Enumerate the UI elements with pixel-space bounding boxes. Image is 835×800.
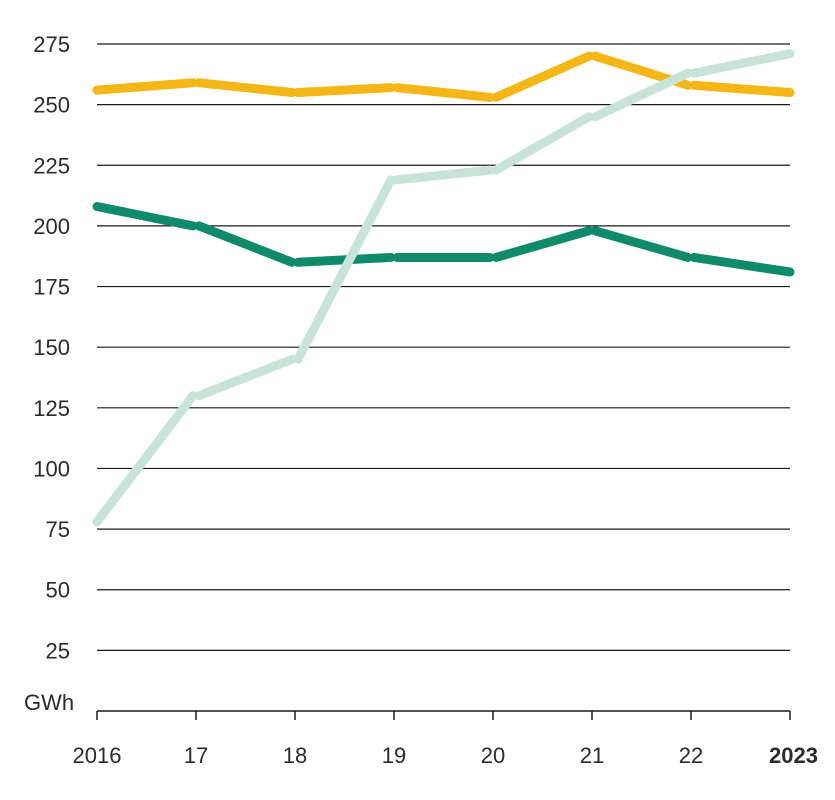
y-tick-label-250: 250 bbox=[33, 93, 70, 118]
series-2-segment-1 bbox=[194, 354, 297, 401]
x-tick-label-2016: 2016 bbox=[73, 743, 122, 768]
unit-label: GWh bbox=[24, 690, 74, 715]
y-tick-label-225: 225 bbox=[33, 153, 70, 178]
series-0-segment-2 bbox=[293, 83, 396, 98]
series-0-segment-6 bbox=[689, 80, 795, 98]
y-tick-label-200: 200 bbox=[33, 214, 70, 239]
series-1-segment-5 bbox=[590, 226, 693, 262]
y-tick-label-125: 125 bbox=[33, 396, 70, 421]
x-tick-label-2023: 2023 bbox=[769, 743, 818, 768]
y-tick-label-25: 25 bbox=[46, 638, 70, 663]
series-2 bbox=[92, 49, 795, 527]
y-tick-label-150: 150 bbox=[33, 335, 70, 360]
series-1-segment-1 bbox=[194, 221, 297, 267]
x-tick-label-21: 21 bbox=[580, 743, 604, 768]
series-0-segment-4 bbox=[491, 51, 594, 102]
y-tick-label-275: 275 bbox=[33, 32, 70, 57]
x-axis bbox=[96, 710, 791, 720]
x-tick-label-20: 20 bbox=[481, 743, 505, 768]
series-lines bbox=[92, 49, 795, 527]
series-2-segment-3 bbox=[392, 165, 495, 185]
y-tick-label-100: 100 bbox=[33, 456, 70, 481]
x-tick-label-18: 18 bbox=[283, 743, 307, 768]
series-1-segment-4 bbox=[491, 226, 594, 262]
series-1 bbox=[92, 202, 795, 277]
series-0 bbox=[92, 51, 795, 102]
series-1-segment-0 bbox=[92, 202, 198, 231]
series-1-segment-6 bbox=[689, 252, 795, 277]
series-2-segment-6 bbox=[689, 49, 795, 78]
y-tick-label-175: 175 bbox=[33, 275, 70, 300]
gridlines bbox=[97, 43, 790, 651]
x-tick-label-19: 19 bbox=[382, 743, 406, 768]
y-tick-label-75: 75 bbox=[46, 517, 70, 542]
series-0-segment-0 bbox=[92, 78, 198, 95]
x-tick-label-22: 22 bbox=[679, 743, 703, 768]
y-tick-label-50: 50 bbox=[46, 578, 70, 603]
series-2-segment-2 bbox=[293, 175, 396, 364]
series-2-segment-4 bbox=[491, 112, 594, 175]
series-2-segment-5 bbox=[590, 68, 693, 122]
x-tick-label-17: 17 bbox=[184, 743, 208, 768]
series-2-segment-0 bbox=[92, 391, 198, 527]
series-0-segment-1 bbox=[194, 78, 297, 98]
x-tick-labels: 2016 17 18 19 20 21 22 2023 bbox=[73, 743, 818, 768]
y-tick-labels: 25 50 75 100 125 150 175 200 225 250 275 bbox=[33, 32, 70, 663]
series-0-segment-3 bbox=[392, 83, 495, 102]
